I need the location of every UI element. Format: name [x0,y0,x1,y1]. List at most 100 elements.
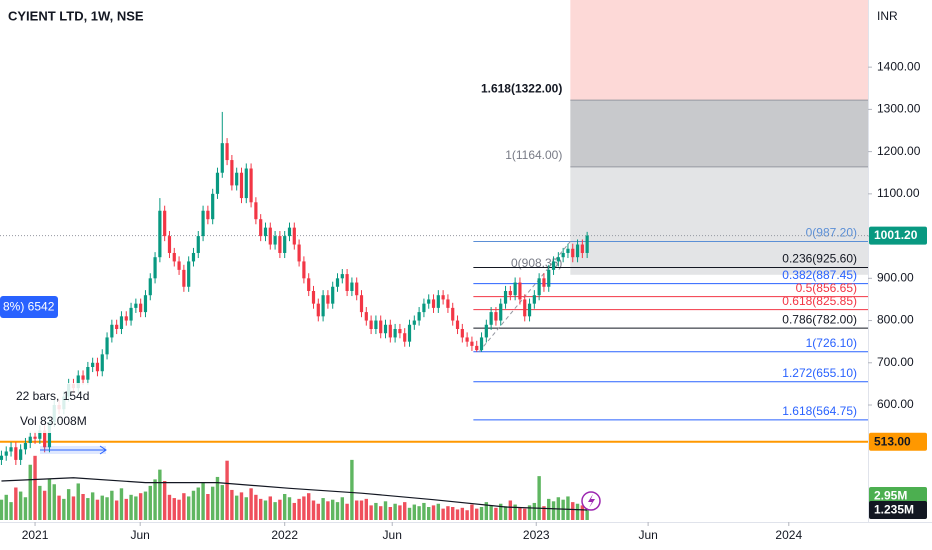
fib-level-label: 0.236(925.60) [782,252,857,266]
x-tick-label: 2024 [775,528,802,542]
candle-body [585,235,589,253]
volume-bar [561,499,565,520]
volume-bar [254,494,258,520]
candle-body [43,430,47,448]
candle-body [220,143,224,173]
candle-body [398,328,402,334]
candle-body [187,261,191,287]
candle-body [297,244,301,262]
candle-body [460,328,464,338]
candle-body [388,324,392,338]
axis-tag-label: 1001.20 [874,228,918,242]
candle-body [451,307,455,321]
fib-level-label: 0(987.20) [806,226,857,240]
volume-bar [239,492,244,520]
fib-level-label: 0.618(825.85) [782,294,857,308]
candle-body [513,282,517,296]
candle-body [571,248,575,258]
volume-bar [124,498,128,520]
candle-body [259,219,263,237]
volume-bar [331,499,335,520]
volume-bar [523,508,527,520]
x-tick-label: Jun [638,528,657,542]
volume-bar [326,501,330,520]
x-tick-label: 2023 [523,528,550,542]
fib-level-label: 1.618(1322.00) [481,81,562,95]
candle-body [527,303,532,317]
volume-bar [225,460,229,520]
axis-tag-label: 1.235M [874,503,914,517]
event-icon-bolt [588,494,595,508]
candle-body [475,345,479,351]
candle-body [148,278,152,296]
candle-body [364,312,368,321]
x-tick-label: Jun [383,528,402,542]
candle-body [494,312,498,321]
candle-body [76,375,80,389]
candle-body [379,320,383,334]
volume-bar [76,483,80,520]
volume-bar [268,496,272,520]
volume-bar [465,510,469,520]
volume-bar [489,505,493,520]
volume-bar [566,496,570,520]
candle-body [158,210,162,258]
candle-body [422,303,426,313]
candle-body [244,168,248,199]
y-tick-label: 800.00 [877,313,914,327]
volume-bar [28,464,32,520]
volume-bar [86,498,90,520]
candle-body [350,282,354,291]
volume-bar [451,507,455,520]
volume-bar [398,505,402,520]
candle-body [441,295,445,300]
candle-body [532,295,536,304]
candle-body [129,307,133,321]
candle-body [105,337,109,355]
volume-bar [206,494,210,520]
candle-body [283,236,287,253]
candle-body [9,447,13,452]
volume-bar [57,495,61,520]
candle-body [407,324,412,342]
candle-body [551,261,556,270]
axis-tag [869,487,927,506]
volume-bar [0,499,4,520]
candle-body [561,252,565,258]
volume-bar [306,493,311,520]
volume-bar [537,476,541,520]
volume-bar [182,493,186,520]
volume-bar [134,496,138,520]
y-tick-label: 600.00 [877,397,914,411]
candle-body [455,320,460,329]
volume-bar [177,499,181,520]
volume-bar [129,494,133,520]
candle-body [23,443,28,450]
candle-body [33,436,37,439]
volume-bar [66,489,71,520]
candle-body [470,341,474,346]
volume-bar [33,455,37,520]
volume-bar [393,503,397,520]
volume-bar [119,488,124,520]
candle-body [374,320,378,329]
x-tick-label: Jun [131,528,150,542]
volume-bar [201,482,205,520]
candle-body [235,172,239,186]
volume-bar [186,496,191,520]
candle-body [153,257,157,279]
measure-arrow-head [99,445,107,455]
candle-body [167,236,172,253]
chart-title: CYIENT LTD, 1W, NSE [8,8,144,23]
volume-bar [249,488,253,520]
volume-bar [571,502,575,520]
volume-bar [427,507,431,520]
volume-bar [62,498,66,520]
fib-level-label: 1.618(564.75) [782,404,857,418]
volume-bar [575,503,580,520]
fib-zones: 0(908.35) 1(1164.00) 1.618(1322.00) [481,0,868,275]
volume-bar [81,494,85,520]
fib-level-label: 0(908.35) [511,256,562,270]
volume-bar [14,487,18,520]
candle-body [326,295,330,304]
